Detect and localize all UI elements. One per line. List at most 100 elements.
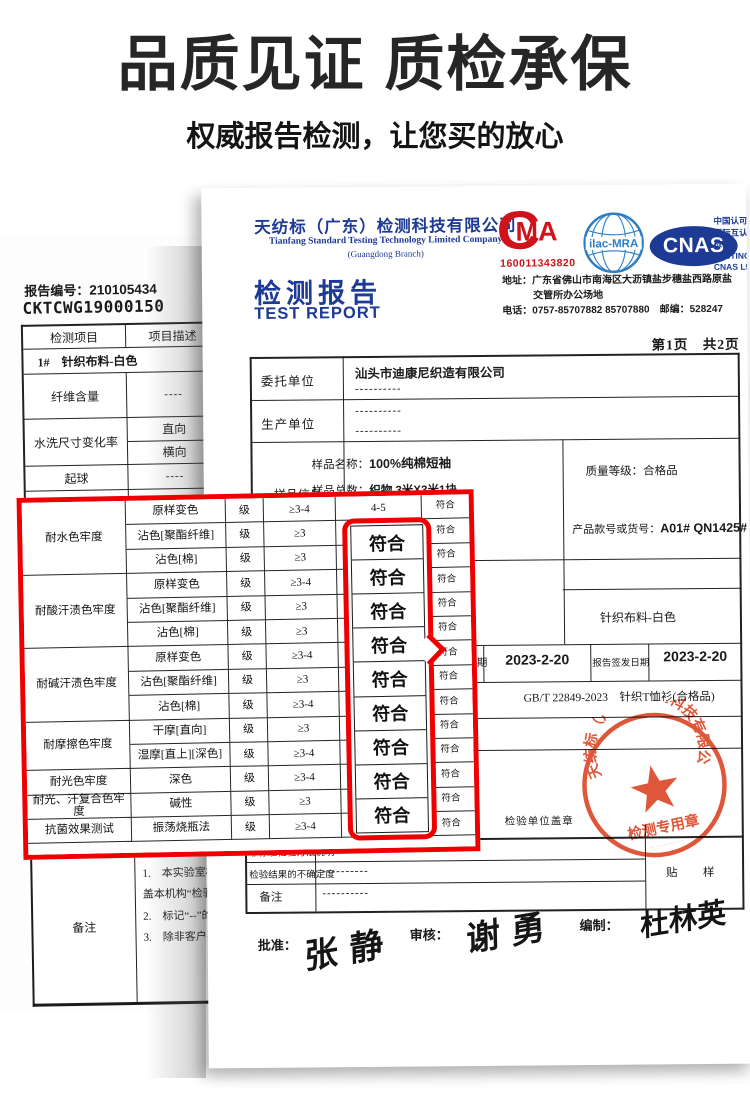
- bottom-row-value: ----------: [322, 864, 369, 878]
- result-cell-sub: 干摩[直向]: [129, 718, 231, 745]
- result-cell-unit: 级: [228, 644, 267, 670]
- result-cell-sub: 沾色[聚酯纤维]: [128, 669, 230, 696]
- table-line: [249, 352, 740, 359]
- ilac-mra-logo-icon: ilac-MRA: [582, 212, 645, 280]
- grade-row: 质量等级：合格品: [586, 462, 678, 479]
- sample-name-value: 100%纯棉短袖: [369, 456, 452, 471]
- result-cell-sub: 沾色[聚酯纤维]: [127, 596, 228, 623]
- notes-label: 备注: [32, 849, 138, 1004]
- cma-ma: MA: [515, 216, 558, 247]
- product-no-row: 产品款号或货号：A01# QN1425#: [572, 520, 747, 538]
- result-cell-unit: 级: [228, 668, 268, 695]
- result-cell-unit: 级: [226, 522, 265, 548]
- client-label: 委托单位: [260, 374, 315, 389]
- bottom-row-value: ----------: [322, 886, 370, 900]
- result-cell-unit: 级: [231, 815, 271, 841]
- lab-address: 地址：广东省佛山市南海区大沥镇盐步穗盐西路原盐 交管所办公场地 电话：0757-…: [502, 272, 750, 319]
- result-cell-unit: 级: [230, 742, 269, 768]
- result-cell-req: ≥3: [265, 594, 338, 621]
- result-cell-req: ≥3: [267, 716, 341, 743]
- stamp-serial-dots: · · · · · · · · · · · ·: [650, 839, 684, 851]
- table-line: [562, 587, 742, 591]
- accred-line: 中国认可: [713, 215, 748, 226]
- table-line: [590, 644, 592, 682]
- col-header-item: 检测项目: [22, 325, 127, 349]
- report-code: CKTCWG19000150: [22, 296, 165, 318]
- table-line: [245, 880, 646, 886]
- accred-line: TESTING: [713, 250, 750, 261]
- sample-name-label: 样品名称：: [311, 458, 370, 472]
- compile-label: 编制：: [579, 917, 619, 934]
- callout-pass-cell: 符合: [374, 805, 411, 827]
- result-cell-req: ≥3-4: [263, 496, 337, 523]
- grade-label: 质量等级：: [585, 465, 644, 479]
- approve-label: 批准：: [257, 937, 297, 953]
- row-label: 水洗尺寸变化率: [24, 417, 129, 466]
- result-cell-req: ≥3: [264, 545, 338, 572]
- page-indicator: 第1页 共2页: [651, 336, 740, 353]
- result-cell-req: ≥3: [266, 667, 340, 694]
- table-lines: [201, 184, 746, 915]
- result-cell-req: ≥3-4: [266, 643, 339, 669]
- client-value: 汕头市迪康尼织造有限公司: [354, 365, 505, 382]
- result-cell-sub: 沾色[棉]: [129, 694, 230, 721]
- result-annotation-box: 耐水色牢度 原样变色级 ≥3-4 4-5 符合 沾色[聚酯纤维] 级 ≥3 符合 沾色[棉] 级 ≥3…: [16, 489, 481, 860]
- issue-date: 2023-2-20: [663, 647, 728, 665]
- ilac-label: ilac-MRA: [589, 238, 638, 250]
- compile-signature: 杜林英: [639, 894, 727, 944]
- result-group-label: 耐水色牢度: [21, 500, 128, 577]
- page-title: 品质见证 质检承保: [117, 31, 633, 98]
- callout-pass-cell: 符合: [351, 559, 424, 595]
- table-line: [250, 395, 741, 401]
- result-cell-unit: 级: [226, 547, 266, 573]
- result-callout: 符合 符合 符合 符合 符合 符合 符合 符合 符合: [342, 517, 447, 841]
- address-line1: 地址：广东省佛山市南海区大沥镇盐步穗盐西路原盐: [501, 273, 733, 287]
- result-cell-unit: 级: [229, 717, 269, 743]
- grade-value: 合格品: [643, 465, 678, 478]
- result-cell-req: ≥3-4: [267, 691, 340, 718]
- callout-pass-cell: 符合: [353, 661, 426, 698]
- result-cell-sub: 沾色[聚酯纤维]: [126, 523, 227, 550]
- product-no-value: A01# QN1425#: [660, 520, 748, 536]
- result-group-label: 耐酸汗渍色牢度: [23, 574, 129, 650]
- table-line: [562, 439, 566, 645]
- callout-pass-cell: 符合: [353, 627, 425, 663]
- seal-cell-label: 检验单位盖章: [504, 816, 574, 828]
- result-cell-unit: 级: [227, 595, 266, 621]
- bottom-row-label: 备注: [259, 891, 283, 904]
- result-cell-req: ≥3: [269, 789, 342, 816]
- result-cell-sub: 沾色[棉]: [127, 620, 229, 648]
- callout-values: 符合 符合 符合 符合 符合 符合 符合 符合 符合: [350, 524, 430, 834]
- row-label: 纤维含量: [23, 373, 128, 419]
- result-cell-req: ≥3: [264, 521, 337, 548]
- result-group-label: 抗菌效果测试: [27, 817, 133, 845]
- result-cell-unit: 级: [230, 766, 270, 792]
- table-line: [245, 858, 646, 864]
- callout-pass-cell: 符合: [354, 695, 427, 732]
- approve-signature: 张 静: [303, 924, 384, 978]
- table-line: [463, 679, 743, 684]
- table-line: [463, 642, 743, 647]
- result-cell-req: ≥3-4: [265, 570, 338, 596]
- result-cell-sub: 湿摩[直上][深色]: [130, 742, 231, 770]
- producer-dashes: ----------: [355, 424, 402, 438]
- lab-branch: (Guangdong Branch): [347, 248, 424, 260]
- callout-pass-cell: 符合: [355, 729, 427, 766]
- lab-name-en: Tianfang Standard Testing Technology Lim…: [268, 234, 503, 247]
- result-cell-unit: 级: [231, 790, 270, 816]
- cma-number: 160011343820: [500, 257, 576, 270]
- review-signature: 谢 勇: [465, 907, 546, 961]
- producer-label: 生产单位: [261, 417, 316, 432]
- result-cell-unit: 级: [227, 620, 267, 646]
- review-label: 审核：: [409, 927, 449, 943]
- phone-line: 电话：0757-85707882 85707880 邮编：528247: [502, 303, 724, 317]
- report-title-en: TEST REPORT: [254, 303, 381, 323]
- result-cell-sub: 沾色[棉]: [126, 547, 228, 575]
- result-group-label: 耐光色牢度: [26, 769, 132, 796]
- inspection-stamp-icon: 天纺标（广东）检测科技有限公司 检测专用章 · · · · · · · · · …: [549, 672, 749, 883]
- result-cell-sub: 原样变色: [125, 498, 227, 526]
- result-cell-req: ≥3-4: [269, 813, 343, 840]
- stamp-star-icon: [630, 765, 678, 813]
- result-cell-unit: 级: [227, 571, 266, 597]
- stamp-sub-text: 检测专用章: [626, 811, 701, 844]
